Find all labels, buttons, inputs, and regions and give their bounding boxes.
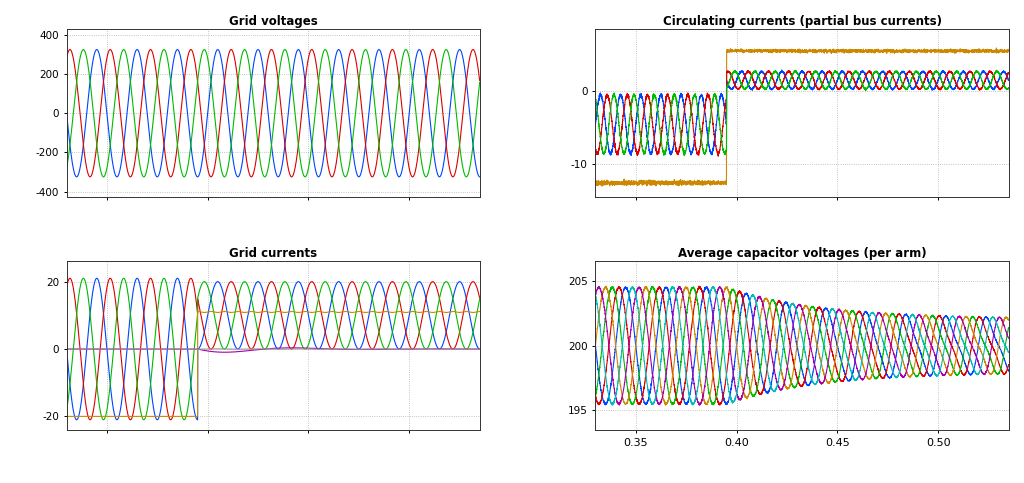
Title: Grid currents: Grid currents <box>229 247 317 260</box>
Title: Circulating currents (partial bus currents): Circulating currents (partial bus curren… <box>663 15 941 28</box>
Title: Grid voltages: Grid voltages <box>228 15 317 28</box>
Title: Average capacitor voltages (per arm): Average capacitor voltages (per arm) <box>678 247 927 260</box>
